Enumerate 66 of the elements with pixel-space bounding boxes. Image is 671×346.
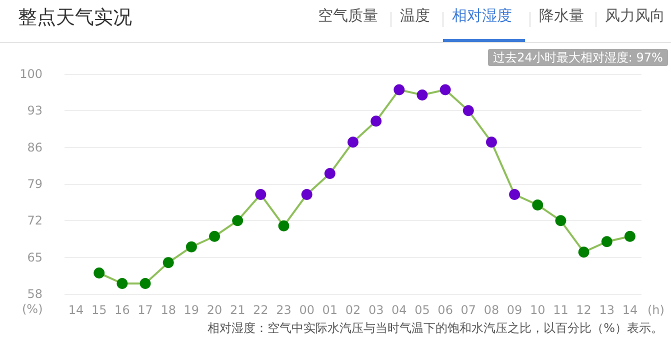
y-tick-label: 86 xyxy=(27,140,42,154)
x-tick-label: 05 xyxy=(414,303,430,317)
point xyxy=(140,278,151,290)
point xyxy=(255,188,266,200)
x-tick-label: 18 xyxy=(160,303,176,317)
text: 温度 xyxy=(400,6,430,24)
y-tick-label: 72 xyxy=(27,214,42,228)
y-tick-label: 79 xyxy=(27,177,42,191)
x-tick-label: 10 xyxy=(530,303,546,317)
point xyxy=(278,220,290,232)
x-tick-label: 01 xyxy=(322,303,338,317)
x-tick-label: 22 xyxy=(253,303,268,317)
point xyxy=(162,257,174,268)
x-tick-label: 14 xyxy=(68,303,84,317)
point xyxy=(532,199,544,210)
x-tick-label: 04 xyxy=(392,303,407,317)
text: 空气质量 xyxy=(318,6,378,24)
x-tick-label: 12 xyxy=(576,303,592,317)
text: 相对湿度：空气中实际水汽压与当时气温下的饱和水汽压之比，以百分比（%）表示。 xyxy=(208,321,664,335)
point xyxy=(348,136,358,148)
point xyxy=(462,105,474,116)
point xyxy=(324,168,336,180)
point xyxy=(486,136,497,148)
x-tick-label: 06 xyxy=(438,303,453,317)
point xyxy=(624,230,636,242)
y-tick-label: 65 xyxy=(27,250,42,264)
x-tick-label: 00 xyxy=(299,303,314,317)
x-tick-label: 14 xyxy=(622,303,638,317)
point xyxy=(440,84,451,96)
x-tick-label: 19 xyxy=(184,303,200,317)
text: 降水量 xyxy=(539,6,584,24)
point xyxy=(416,89,428,100)
x-tick-label: 11 xyxy=(553,303,568,317)
chart-title: 整点天气实况 xyxy=(18,6,132,28)
x-tick-label: 13 xyxy=(599,303,615,317)
point xyxy=(209,230,220,242)
x-tick-label: 09 xyxy=(506,303,522,317)
point xyxy=(601,236,612,248)
point xyxy=(394,84,405,96)
point xyxy=(186,241,197,252)
x-tick-label: 08 xyxy=(484,303,500,317)
point xyxy=(509,188,520,200)
y-tick-label: 93 xyxy=(27,104,42,118)
text: 相对湿度 xyxy=(452,6,512,24)
y-tick-label: 58 xyxy=(27,287,42,301)
x-tick-label: 21 xyxy=(230,303,246,317)
x-tick-label: 17 xyxy=(138,303,153,317)
x-tick-label: 20 xyxy=(206,303,222,317)
point xyxy=(94,268,105,279)
y-axis-title: (%) xyxy=(22,302,43,316)
x-tick-label: 15 xyxy=(91,303,107,317)
x-axis-title: (h) xyxy=(648,303,664,317)
x-tick-label: 23 xyxy=(276,303,292,317)
point xyxy=(370,116,382,127)
x-tick-label: 02 xyxy=(345,303,361,317)
text: 风力风向 xyxy=(605,6,665,24)
y-tick-label: 100 xyxy=(20,67,42,81)
point xyxy=(232,215,244,226)
point xyxy=(555,215,566,226)
point xyxy=(578,246,590,258)
x-tick-label: 03 xyxy=(368,303,384,317)
x-tick-label: 16 xyxy=(114,303,130,317)
point xyxy=(301,188,312,200)
point xyxy=(116,278,128,290)
text: 过去24小时最大相对湿度: 97% xyxy=(493,50,663,64)
x-tick-label: 07 xyxy=(460,303,476,317)
